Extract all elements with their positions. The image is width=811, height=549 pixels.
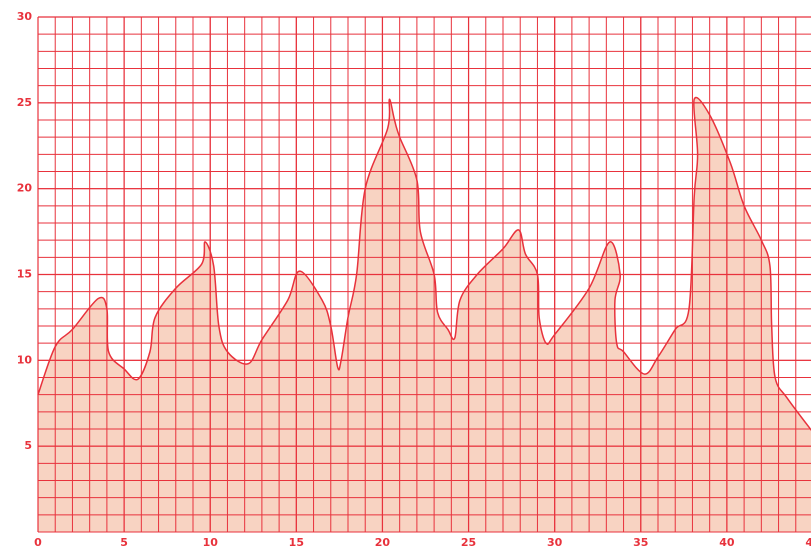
y-tick-label: 5 [24, 439, 32, 452]
y-tick-label: 30 [17, 10, 33, 23]
y-tick-label: 20 [17, 182, 33, 195]
x-tick-label: 5 [120, 536, 128, 549]
y-tick-label: 15 [17, 268, 32, 281]
x-tick-label: 45 [805, 536, 811, 549]
x-tick-label: 15 [289, 536, 304, 549]
x-tick-label: 25 [461, 536, 476, 549]
x-tick-label: 0 [34, 536, 42, 549]
y-tick-label: 10 [17, 353, 33, 366]
x-tick-label: 30 [547, 536, 563, 549]
y-tick-label: 25 [17, 96, 32, 109]
x-tick-label: 10 [203, 536, 219, 549]
x-tick-label: 20 [375, 536, 391, 549]
chart: 0 5 10 15 20 25 30 35 40 45 5 10 15 20 25 30 [0, 0, 811, 549]
x-tick-label: 40 [719, 536, 735, 549]
area-fill [38, 97, 811, 532]
x-tick-label: 35 [633, 536, 648, 549]
